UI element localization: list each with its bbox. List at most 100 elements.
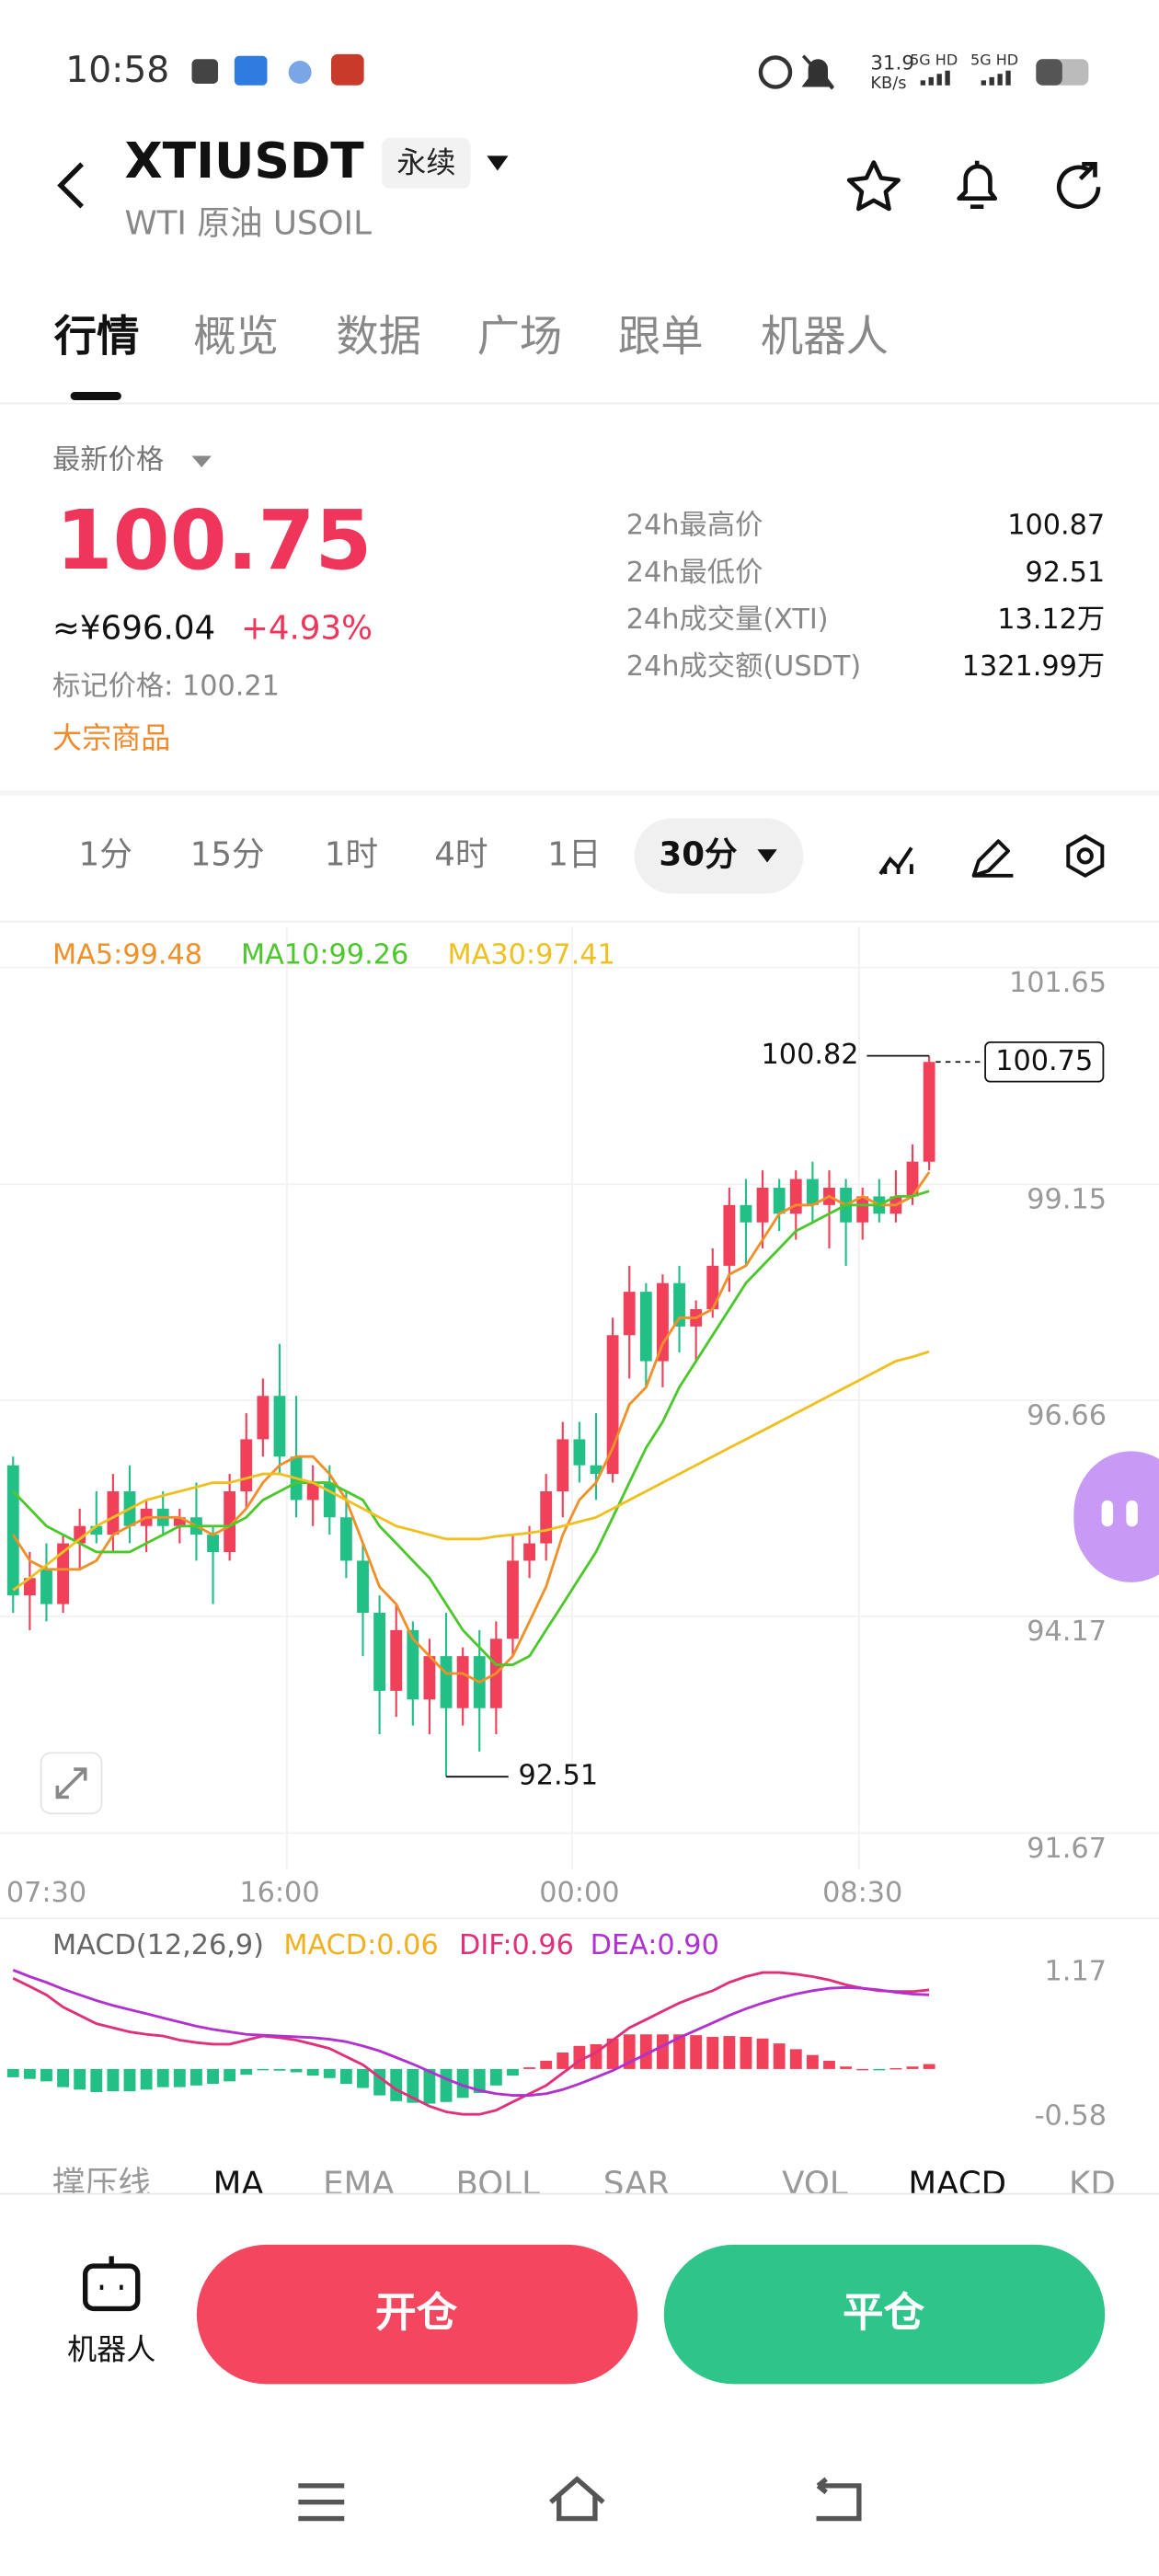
timeframe[interactable]: 1分 xyxy=(79,835,132,873)
macd-bar xyxy=(190,2068,202,2086)
close-label[interactable]: 平仓 xyxy=(843,2289,925,2337)
tab[interactable]: 行情 xyxy=(54,312,140,362)
x-tick-label: 08:30 xyxy=(822,1877,902,1909)
timeframe[interactable]: 1日 xyxy=(547,835,601,873)
favorite-button[interactable] xyxy=(846,160,901,212)
signal-icon xyxy=(920,70,1011,86)
candle-body xyxy=(440,1656,453,1708)
robot-label[interactable]: 机器人 xyxy=(67,2332,155,2367)
candle-body xyxy=(323,1482,336,1518)
candle-body xyxy=(740,1204,752,1223)
y-tick-label: 99.15 xyxy=(1027,1184,1107,1216)
stat-label: 24h成交额(USDT) xyxy=(626,650,861,683)
tab[interactable]: 机器人 xyxy=(761,312,889,362)
macd-bar xyxy=(440,2068,453,2102)
macd-bar xyxy=(456,2068,469,2099)
nav-home[interactable] xyxy=(549,2476,605,2522)
macd-bar xyxy=(906,2066,919,2069)
macd-bar xyxy=(423,2068,436,2104)
stat-label: 24h最高价 xyxy=(626,510,763,542)
contract-type[interactable]: 永续 xyxy=(396,144,455,179)
x-tick-label: 16:00 xyxy=(239,1877,319,1909)
macd-bar xyxy=(207,2068,219,2085)
nav-menu[interactable] xyxy=(298,2483,345,2522)
candle-body xyxy=(306,1482,319,1501)
robot-icon[interactable] xyxy=(99,2256,123,2290)
draw-button[interactable] xyxy=(971,839,1014,878)
indicator-button[interactable] xyxy=(878,846,913,876)
settings-button[interactable] xyxy=(1066,834,1105,879)
macd-bar xyxy=(74,2068,86,2090)
stat-value: 1321.99万 xyxy=(962,650,1106,683)
macd-bar xyxy=(123,2068,136,2092)
macd-bar xyxy=(856,2068,869,2071)
back-button[interactable] xyxy=(57,162,84,209)
assistant-eye[interactable] xyxy=(1126,1500,1138,1527)
macd-bar xyxy=(823,2060,835,2069)
timeframes: 1分 15分 1时 4时 1日 xyxy=(79,835,602,873)
macd-title: MACD(12,26,9) xyxy=(52,1929,264,1961)
macd-bar xyxy=(90,2068,103,2093)
candle-body xyxy=(173,1517,186,1526)
candle-body xyxy=(40,1569,52,1604)
timeframe[interactable]: 4时 xyxy=(434,835,488,873)
timeframe[interactable]: 15分 xyxy=(190,835,265,873)
assistant-eye[interactable] xyxy=(1101,1500,1114,1527)
stat-label: 24h最低价 xyxy=(626,557,763,589)
status-time: 10:58 xyxy=(65,50,169,91)
net-speed: 31.9 xyxy=(870,52,914,75)
candle-body xyxy=(706,1265,719,1309)
active-timeframe[interactable]: 30分 xyxy=(659,835,738,873)
high-label: 100.82 xyxy=(762,1039,859,1071)
tab-bar: 行情 概览 数据 广场 跟单 机器人 xyxy=(54,312,889,362)
x-tick-label: 07:30 xyxy=(6,1877,86,1909)
tab[interactable]: 数据 xyxy=(336,312,421,362)
macd-bar xyxy=(806,2054,819,2069)
macd-bar xyxy=(173,2068,186,2087)
dropdown-arrow[interactable] xyxy=(191,455,212,468)
candle-body xyxy=(207,1535,219,1552)
stats: 24h最高价 100.87 24h最低价 92.51 24h成交量(XTI) 13.12万… xyxy=(626,510,1105,683)
macd-bar xyxy=(840,2066,853,2069)
y-tick-label: 101.65 xyxy=(1009,967,1107,999)
battery-level xyxy=(1036,59,1062,86)
sim-label: 5G HD xyxy=(910,52,958,69)
macd-bar xyxy=(6,2068,19,2077)
candle-body xyxy=(273,1396,286,1457)
candle-body xyxy=(507,1560,519,1639)
candle-body xyxy=(390,1629,403,1691)
dropdown-arrow[interactable] xyxy=(487,155,509,171)
y-tick-label: -0.58 xyxy=(1035,2099,1107,2132)
nav-back[interactable] xyxy=(816,2477,862,2522)
candle-body xyxy=(756,1187,769,1223)
legend-entry: DEA:0.90 xyxy=(591,1929,719,1961)
y-tick-label: 91.67 xyxy=(1027,1833,1107,1865)
candle-body xyxy=(339,1517,352,1561)
close-button[interactable] xyxy=(663,2244,1106,2385)
subtitle: WTI 原油 USOIL xyxy=(124,204,372,242)
category-tag[interactable]: 大宗商品 xyxy=(52,720,170,755)
tab[interactable]: 广场 xyxy=(477,312,563,362)
macd-bar xyxy=(557,2052,569,2069)
price-tag-label: 100.75 xyxy=(995,1045,1093,1077)
macd-bar xyxy=(639,2034,652,2069)
legend-entry: MA30:97.41 xyxy=(448,939,615,972)
assistant-button[interactable] xyxy=(1073,1451,1159,1582)
contract-pill[interactable] xyxy=(382,137,471,190)
alert-button[interactable] xyxy=(957,160,998,209)
share-button[interactable] xyxy=(1056,161,1101,209)
open-label[interactable]: 开仓 xyxy=(375,2289,458,2337)
tab[interactable]: 概览 xyxy=(193,312,279,362)
active-timeframe-pill[interactable] xyxy=(634,818,804,894)
legend-entry: DIF:0.96 xyxy=(459,1929,574,1961)
open-button[interactable] xyxy=(196,2244,638,2385)
dropdown-arrow[interactable] xyxy=(757,849,777,863)
candle-body xyxy=(407,1629,419,1700)
status-icon xyxy=(288,61,312,84)
settings-button[interactable] xyxy=(1076,847,1094,865)
tab[interactable]: 跟单 xyxy=(618,312,704,362)
timeframe[interactable]: 1时 xyxy=(325,835,378,873)
expand-icon[interactable] xyxy=(55,1767,87,1800)
macd-bar xyxy=(57,2068,69,2087)
